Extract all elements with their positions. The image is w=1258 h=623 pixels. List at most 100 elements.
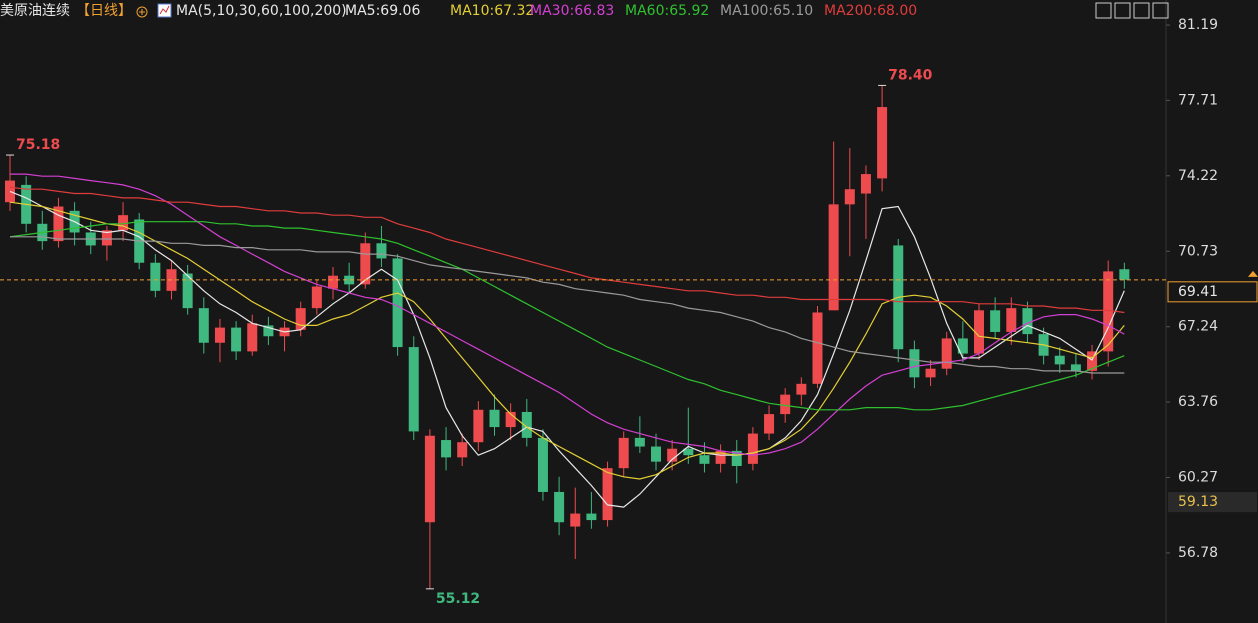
- annotation: 78.40: [888, 67, 933, 83]
- candle-body: [780, 394, 791, 415]
- candle-body: [586, 513, 597, 521]
- legend-entry: MA60:65.92: [625, 3, 709, 19]
- legend-entry: MA5:69.06: [345, 3, 420, 19]
- y-tick-label: 74.22: [1178, 168, 1218, 184]
- candle-body: [1070, 364, 1081, 371]
- candle-body: [521, 411, 532, 438]
- candle-body: [812, 312, 823, 384]
- candle-body: [263, 325, 274, 337]
- candle-body: [101, 230, 112, 246]
- ma-line: [10, 173, 1125, 456]
- candle-body: [909, 349, 920, 378]
- candle-body: [844, 189, 855, 205]
- add-circle: [136, 6, 148, 18]
- candle-body: [376, 243, 387, 259]
- candle-body: [796, 383, 807, 395]
- candle-body: [53, 206, 64, 242]
- indicator-icon[interactable]: [157, 3, 172, 18]
- candle-body: [182, 273, 193, 309]
- candle-body: [1103, 271, 1114, 352]
- candle-body: [990, 310, 1001, 332]
- last-price-box: [1167, 281, 1258, 303]
- add-icon[interactable]: [136, 6, 148, 18]
- ma-line: [9, 186, 1125, 314]
- indicator-glyph: [159, 5, 170, 15]
- candle-body: [198, 308, 209, 343]
- candle-body: [311, 286, 322, 309]
- candle-body: [441, 440, 452, 458]
- candle-body: [877, 107, 888, 179]
- candle-body: [1006, 308, 1017, 332]
- candle-body: [1022, 308, 1033, 335]
- candle-body: [602, 468, 613, 521]
- y-tick-label: 60.27: [1178, 469, 1218, 485]
- candle-body: [957, 338, 968, 354]
- candle-body: [699, 455, 710, 464]
- candle-body: [118, 215, 129, 231]
- candle-body: [150, 262, 161, 291]
- legend-entry: MA30:66.83: [530, 3, 614, 19]
- candle-body: [651, 446, 661, 462]
- candle-body: [537, 437, 548, 492]
- candle-body: [828, 204, 839, 311]
- candle-body: [1054, 355, 1065, 365]
- candle-body: [764, 414, 775, 434]
- candle-body: [360, 243, 371, 285]
- candle-body: [295, 308, 306, 330]
- tool-button[interactable]: [1114, 2, 1131, 19]
- indicator: MA(5,10,30,60,100,200): [176, 3, 347, 19]
- candle-body: [1119, 269, 1130, 280]
- candle-body: [328, 275, 338, 289]
- legend-entry: MA100:65.10: [720, 3, 813, 19]
- candle-body: [860, 174, 871, 194]
- last-price-label: 69.41: [1178, 284, 1218, 300]
- candle-body: [683, 448, 694, 456]
- annotation: 55.12: [436, 591, 480, 607]
- ma-line: [9, 190, 1125, 508]
- candle-body: [247, 323, 258, 352]
- candle-body: [424, 435, 435, 523]
- candle-body: [408, 347, 419, 432]
- candle-body: [5, 180, 15, 203]
- y-tick-label: 56.78: [1178, 545, 1218, 561]
- candle-body: [634, 437, 645, 447]
- candle-body: [715, 450, 726, 464]
- candle-body: [457, 442, 468, 458]
- candle-body: [344, 275, 355, 285]
- chart-title: 美原油连续: [0, 2, 70, 19]
- candle-body: [618, 437, 629, 469]
- candle-body: [667, 448, 678, 462]
- period: 【日线】: [76, 3, 132, 19]
- y-tick-label: 70.73: [1178, 243, 1218, 259]
- y-tick-label: 77.71: [1178, 92, 1218, 108]
- marker-box: [1168, 492, 1257, 513]
- ma-line: [10, 236, 1125, 374]
- y-tick-label: 81.19: [1178, 17, 1218, 33]
- candle-body: [505, 411, 516, 428]
- candle-body: [489, 409, 500, 428]
- legend-entry: MA10:67.32: [450, 3, 534, 19]
- candle-body: [570, 513, 581, 527]
- candle-body: [392, 258, 403, 348]
- candle-body: [214, 327, 225, 343]
- candle-body: [473, 409, 484, 443]
- candle-body: [1087, 351, 1098, 371]
- candle-body: [731, 450, 742, 467]
- tool-button[interactable]: [1152, 2, 1169, 19]
- y-tick-label: 67.24: [1178, 319, 1218, 335]
- tool-button[interactable]: [1133, 2, 1150, 19]
- legend-entry: MA200:68.00: [824, 3, 917, 19]
- candle-body: [231, 327, 242, 352]
- marker-label: 59.13: [1178, 494, 1218, 510]
- candle-body: [554, 491, 565, 523]
- candle-body: [925, 368, 936, 378]
- candle-body: [974, 310, 984, 354]
- tool-button[interactable]: [1095, 2, 1112, 19]
- ma-line: [9, 221, 1125, 411]
- toolbar: [1095, 2, 1169, 19]
- annotation: 75.18: [16, 137, 60, 153]
- candle-body: [747, 433, 758, 464]
- y-tick-label: 63.76: [1178, 394, 1218, 410]
